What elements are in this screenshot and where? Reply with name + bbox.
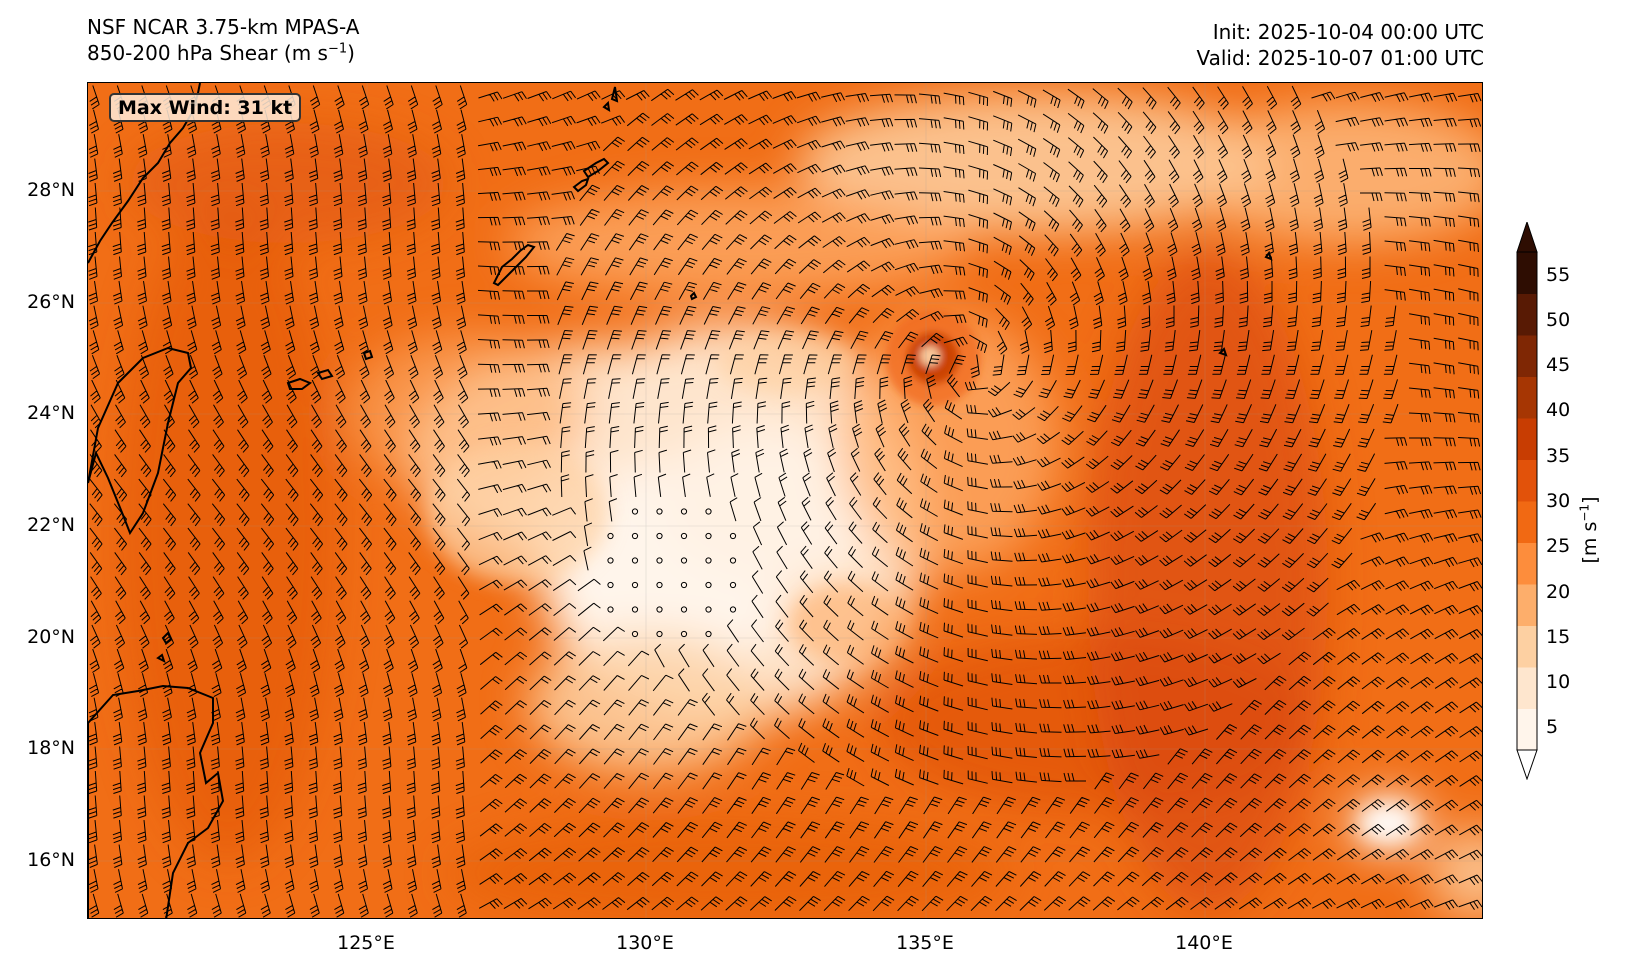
model-name: NSF NCAR 3.75-km MPAS-A (87, 15, 360, 39)
wind-barb-set (88, 85, 1482, 918)
lon-label: 130°E (616, 932, 674, 954)
colorbar-band (1517, 459, 1537, 502)
calm-circle (680, 606, 688, 613)
calm-circle (631, 606, 639, 613)
calm-circle (656, 532, 663, 540)
calm-circle (656, 581, 663, 589)
colorbar-tick-label: 5 (1546, 716, 1559, 739)
calm-circle (705, 557, 712, 564)
colorbar-band (1517, 501, 1537, 543)
max-wind-badge: Max Wind: 31 kt (109, 93, 302, 122)
map-canvas (88, 83, 1482, 918)
calm-circle (729, 557, 737, 564)
colorbar-band (1517, 376, 1537, 419)
lat-label: 22°N (27, 514, 75, 536)
lat-label: 20°N (27, 626, 75, 648)
calm-circle (705, 630, 712, 638)
colorbar-tick-label: 15 (1546, 625, 1571, 648)
init-time: Init: 2025-10-04 00:00 UTC (1212, 20, 1484, 44)
colorbar-scale (1516, 220, 1538, 781)
colorbar-min-extend (1516, 749, 1538, 781)
calm-circle (680, 581, 688, 589)
valid-time: Valid: 2025-10-07 01:00 UTC (1196, 46, 1484, 70)
colorbar-label: [m s−1] (1577, 496, 1601, 564)
colorbar-tick-label: 55 (1546, 263, 1571, 286)
colorbar-tick-label: 40 (1546, 399, 1571, 422)
yaeyama-islands (286, 368, 334, 390)
colorbar (1516, 220, 1538, 781)
colorbar-tick-label: 10 (1546, 671, 1571, 694)
calm-circle (656, 508, 663, 515)
calm-circle (631, 630, 639, 638)
field-name: 850-200 hPa Shear (m s−1) (87, 41, 355, 65)
calm-circle (631, 581, 639, 589)
amami-island (572, 177, 590, 193)
lon-label: 135°E (896, 932, 954, 954)
calm-circle (680, 532, 688, 540)
calm-circle (607, 606, 614, 613)
colorbar-tick-label: 45 (1546, 354, 1571, 377)
calm-circle (656, 630, 663, 638)
colorbar-tick-label: 20 (1546, 580, 1571, 603)
colorbar-band (1517, 418, 1537, 460)
taiwan-coast (88, 346, 193, 536)
colorbar-tick-label: 25 (1546, 535, 1571, 558)
colorbar-frame (1516, 251, 1538, 751)
lat-label: 18°N (27, 737, 75, 759)
daito-islands (689, 291, 698, 301)
calm-circle (656, 606, 663, 613)
kyushu-islands (582, 157, 610, 179)
calm-circles (607, 508, 737, 638)
colorbar-band (1517, 625, 1537, 668)
shear-map[interactable] (87, 82, 1483, 919)
colorbar-tick-label: 50 (1546, 308, 1571, 331)
calm-circle (729, 606, 737, 613)
colorbar-max-extend (1516, 220, 1538, 253)
osumi-islands (602, 86, 619, 112)
lat-label: 28°N (27, 179, 75, 201)
calm-circle (729, 532, 737, 540)
wind-barbs (88, 85, 1482, 918)
calm-circle (680, 630, 688, 638)
lon-label: 140°E (1175, 932, 1233, 954)
lon-label: 125°E (337, 932, 395, 954)
calm-circle (607, 581, 614, 589)
calm-circle (705, 508, 712, 515)
time-info: Init: 2025-10-04 00:00 UTC Valid: 2025-1… (1196, 19, 1484, 71)
colorbar-band (1517, 252, 1537, 294)
lat-label: 26°N (27, 291, 75, 313)
calm-circle (680, 508, 688, 515)
luzon-coast (88, 684, 225, 918)
lat-label: 16°N (27, 849, 75, 871)
calm-circle (680, 557, 688, 564)
colorbar-band (1517, 293, 1537, 336)
colorbar-bands (1517, 252, 1537, 751)
miyako-island (362, 349, 374, 361)
calm-circle (607, 532, 614, 540)
calm-circle (631, 557, 639, 564)
calm-circle (705, 581, 712, 589)
calm-circle (631, 508, 639, 515)
calm-circle (729, 581, 737, 589)
batan-islands (156, 631, 173, 663)
lat-label: 24°N (27, 402, 75, 424)
colorbar-band (1517, 542, 1537, 585)
okinawa-island (492, 243, 536, 287)
coastlines (88, 83, 1273, 918)
calm-circle (705, 532, 712, 540)
east-islets (1218, 250, 1273, 357)
colorbar-band (1517, 708, 1537, 751)
calm-circle (607, 557, 614, 564)
calm-circle (705, 606, 712, 613)
colorbar-band (1517, 584, 1537, 626)
map-title: NSF NCAR 3.75-km MPAS-A 850-200 hPa Shea… (87, 14, 359, 66)
calm-circle (631, 532, 639, 540)
colorbar-tick-label: 35 (1546, 444, 1571, 467)
colorbar-band (1517, 335, 1537, 377)
calm-circle (656, 557, 663, 564)
colorbar-tick-label: 30 (1546, 490, 1571, 512)
storm-core (885, 310, 981, 406)
colorbar-band (1517, 667, 1537, 709)
